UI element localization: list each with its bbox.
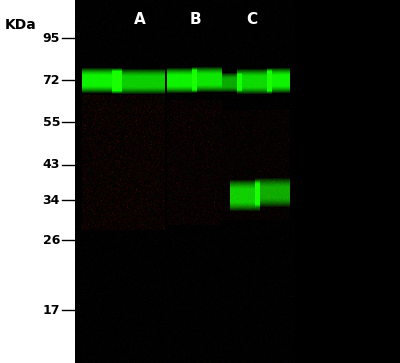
Text: 17: 17 (42, 303, 60, 317)
Text: B: B (189, 12, 201, 27)
Text: 34: 34 (43, 193, 60, 207)
Text: 95: 95 (43, 32, 60, 45)
Text: 72: 72 (42, 73, 60, 86)
Text: A: A (134, 12, 146, 27)
Text: 55: 55 (42, 115, 60, 129)
Text: KDa: KDa (5, 18, 37, 32)
Text: 26: 26 (43, 233, 60, 246)
Text: 43: 43 (43, 159, 60, 171)
Text: C: C (246, 12, 258, 27)
